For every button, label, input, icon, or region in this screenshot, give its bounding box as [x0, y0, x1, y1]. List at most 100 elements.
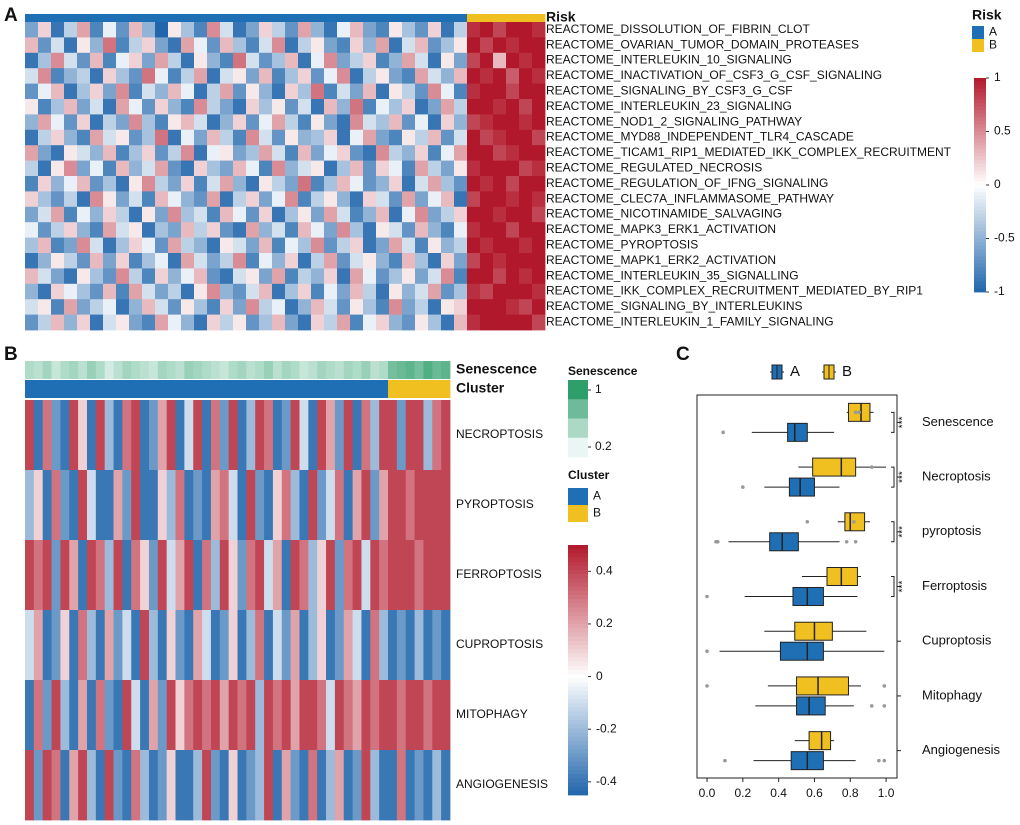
colorbar-segment [568, 690, 588, 696]
heatmap-cell [181, 314, 195, 331]
heatmap-cell [376, 52, 390, 69]
heatmap-cell [441, 37, 455, 54]
heatmap-cell [337, 283, 351, 300]
heatmap-cell [51, 283, 65, 300]
heatmap-cell [51, 206, 65, 223]
heatmap-cell [388, 470, 398, 541]
heatmap-cell [116, 237, 130, 254]
legend-swatch [568, 437, 588, 458]
heatmap-cell [432, 470, 442, 541]
heatmap-cell [246, 83, 260, 100]
heatmap-cell [77, 22, 91, 38]
heatmap-cell [454, 237, 468, 254]
annotation-label: Cluster [456, 380, 505, 396]
heatmap-cell [90, 22, 104, 38]
heatmap-cell [350, 114, 364, 131]
heatmap-cell [246, 268, 260, 285]
heatmap-cell [90, 314, 104, 331]
heatmap-cell [116, 314, 130, 331]
heatmap-cell [480, 83, 494, 100]
heatmap-cell [194, 268, 208, 285]
heatmap-cell [129, 52, 143, 69]
heatmap-cell [519, 268, 533, 285]
heatmap-cell [454, 314, 468, 331]
annotation-cell [415, 14, 429, 22]
heatmap-cell [148, 750, 159, 821]
heatmap-cell [311, 145, 325, 161]
colorbar-segment [974, 188, 986, 193]
heatmap-cell [90, 222, 104, 238]
heatmap-cell [237, 400, 247, 471]
colorbar-segment [568, 770, 588, 775]
heatmap-cell [259, 22, 273, 38]
heatmap-cell [389, 314, 403, 331]
heatmap-cell [42, 400, 52, 471]
heatmap-cell [77, 99, 91, 115]
significance-label: *** [898, 471, 909, 483]
heatmap-cell [103, 283, 117, 300]
heatmap-cell [168, 314, 182, 331]
heatmap-cell [272, 191, 286, 208]
heatmap-cell [129, 237, 143, 254]
row-label: REACTOME_SIGNALING_BY_INTERLEUKINS [546, 299, 803, 313]
heatmap-cell [140, 470, 150, 541]
heatmap-cell [337, 83, 351, 100]
heatmap-cell [363, 114, 377, 131]
heatmap-cell [493, 283, 507, 300]
heatmap-cell [78, 610, 88, 681]
heatmap-cell [388, 610, 398, 681]
heatmap-cell [415, 83, 429, 100]
heatmap-cell [402, 37, 416, 54]
heatmap-cell [350, 176, 364, 192]
heatmap-cell [202, 400, 212, 471]
heatmap-cell [184, 540, 194, 611]
heatmap-cell [396, 680, 407, 751]
heatmap-cell [194, 83, 208, 100]
heatmap-cell [246, 253, 260, 269]
score-cell [388, 361, 398, 379]
score-cell [60, 361, 70, 379]
annotation-cell [379, 380, 389, 398]
heatmap-cell [454, 52, 468, 69]
heatmap-cell [220, 68, 234, 84]
heatmap-cell [220, 129, 234, 146]
heatmap-cell [285, 52, 299, 69]
colorbar-segment [568, 749, 588, 754]
heatmap-cell [168, 176, 182, 192]
heatmap-cell [194, 237, 208, 254]
heatmap-cell [480, 68, 494, 84]
heatmap-cell [352, 680, 362, 751]
box [796, 676, 849, 696]
heatmap-cell [168, 68, 182, 84]
heatmap-cell [246, 750, 256, 821]
colorbar-segment [974, 252, 986, 257]
heatmap-cell [51, 314, 65, 331]
heatmap-cell [506, 237, 520, 254]
heatmap-cell [415, 299, 429, 315]
heatmap-cell [311, 268, 325, 285]
heatmap-cell [396, 750, 407, 821]
heatmap-cell [181, 283, 195, 300]
heatmap-cell [376, 299, 390, 315]
heatmap-cell [155, 191, 169, 208]
colorbar-tick-label: 0 [596, 669, 603, 683]
box [787, 422, 808, 442]
heatmap-cell [64, 37, 78, 54]
heatmap-cell [25, 206, 39, 223]
heatmap-cell [467, 222, 481, 238]
heatmap-cell [25, 22, 39, 38]
heatmap-cell [441, 22, 455, 38]
heatmap-cell [370, 680, 380, 751]
heatmap-cell [281, 400, 292, 471]
heatmap-cell [228, 470, 238, 541]
heatmap-cell [193, 750, 203, 821]
annotation-cell [202, 380, 212, 398]
heatmap-cell [210, 540, 221, 611]
annotation-cell [228, 380, 238, 398]
annotation-cell [428, 14, 442, 22]
heatmap-cell [246, 314, 260, 331]
heatmap-cell [337, 68, 351, 84]
heatmap-cell [259, 206, 273, 223]
annotation-cell [142, 14, 156, 22]
